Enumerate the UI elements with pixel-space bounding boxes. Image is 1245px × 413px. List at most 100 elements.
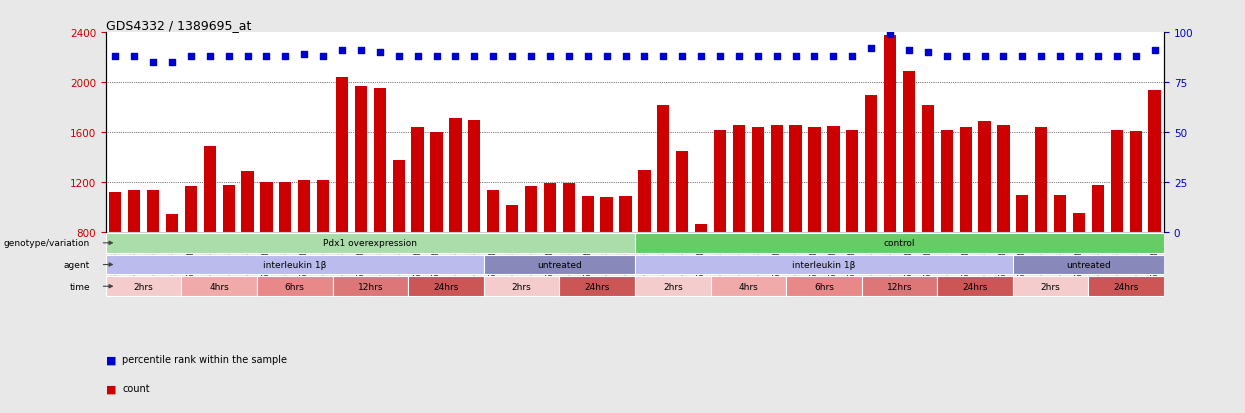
Bar: [1055, 195, 1066, 332]
Bar: [336, 78, 349, 332]
Text: GDS4332 / 1389695_at: GDS4332 / 1389695_at: [106, 19, 251, 32]
Point: [899, 47, 919, 54]
Bar: [808, 128, 820, 332]
Bar: [1013, 277, 1088, 296]
Bar: [635, 233, 1164, 253]
Bar: [865, 95, 878, 332]
Text: 24hrs: 24hrs: [1113, 282, 1139, 291]
Point: [710, 54, 730, 60]
Point: [956, 54, 976, 60]
Point: [464, 54, 484, 60]
Bar: [711, 277, 786, 296]
Bar: [317, 180, 329, 332]
Bar: [600, 197, 613, 332]
Text: 24hrs: 24hrs: [962, 282, 987, 291]
Bar: [544, 184, 557, 332]
Text: ■: ■: [106, 383, 116, 393]
Bar: [847, 130, 858, 332]
Point: [654, 54, 674, 60]
Bar: [563, 184, 575, 332]
Bar: [1148, 90, 1160, 332]
Point: [1088, 54, 1108, 60]
Bar: [921, 105, 934, 332]
Bar: [733, 125, 745, 332]
Text: percentile rank within the sample: percentile rank within the sample: [122, 354, 288, 364]
Text: 12hrs: 12hrs: [886, 282, 913, 291]
Point: [994, 54, 1013, 60]
Point: [1031, 54, 1051, 60]
Text: 12hrs: 12hrs: [357, 282, 383, 291]
Point: [294, 52, 314, 58]
Bar: [695, 225, 707, 332]
Bar: [827, 126, 839, 332]
Point: [1125, 54, 1145, 60]
Bar: [106, 255, 484, 275]
Point: [880, 32, 900, 38]
Point: [124, 54, 144, 60]
Text: genotype/variation: genotype/variation: [4, 239, 90, 248]
Bar: [260, 183, 273, 332]
Bar: [182, 277, 256, 296]
Bar: [903, 72, 915, 332]
Bar: [1092, 185, 1104, 332]
Point: [219, 54, 239, 60]
Point: [728, 54, 748, 60]
Bar: [431, 133, 443, 332]
Point: [1107, 54, 1127, 60]
Bar: [676, 152, 688, 332]
Point: [975, 54, 995, 60]
Point: [388, 54, 408, 60]
Bar: [713, 130, 726, 332]
Point: [502, 54, 522, 60]
Bar: [862, 277, 937, 296]
Bar: [752, 128, 764, 332]
Point: [370, 50, 390, 56]
Point: [691, 54, 711, 60]
Bar: [635, 277, 711, 296]
Bar: [106, 233, 635, 253]
Text: control: control: [884, 239, 915, 248]
Point: [767, 54, 787, 60]
Bar: [449, 119, 462, 332]
Text: time: time: [70, 282, 90, 291]
Bar: [505, 205, 518, 332]
Point: [1144, 47, 1164, 54]
Bar: [279, 183, 291, 332]
Text: 4hrs: 4hrs: [209, 282, 229, 291]
Point: [578, 54, 598, 60]
Bar: [960, 128, 972, 332]
Bar: [581, 196, 594, 332]
Point: [238, 54, 258, 60]
Point: [256, 54, 276, 60]
Bar: [392, 160, 405, 332]
Point: [936, 54, 956, 60]
Point: [427, 54, 447, 60]
Bar: [789, 125, 802, 332]
Bar: [771, 125, 783, 332]
Point: [351, 47, 371, 54]
Bar: [937, 277, 1013, 296]
Text: 2hrs: 2hrs: [1041, 282, 1061, 291]
Point: [843, 54, 863, 60]
Bar: [941, 130, 952, 332]
Text: agent: agent: [63, 261, 90, 269]
Bar: [484, 277, 559, 296]
Text: 4hrs: 4hrs: [738, 282, 758, 291]
Point: [199, 54, 219, 60]
Bar: [166, 215, 178, 332]
Point: [559, 54, 579, 60]
Text: 6hrs: 6hrs: [814, 282, 834, 291]
Point: [407, 54, 427, 60]
Bar: [484, 255, 635, 275]
Bar: [374, 89, 386, 332]
Point: [162, 59, 182, 66]
Bar: [1016, 195, 1028, 332]
Point: [332, 47, 352, 54]
Bar: [1013, 255, 1164, 275]
Point: [181, 54, 200, 60]
Point: [918, 50, 937, 56]
Text: 2hrs: 2hrs: [512, 282, 532, 291]
Text: interleukin 1β: interleukin 1β: [792, 261, 855, 269]
Bar: [332, 277, 408, 296]
Text: untreated: untreated: [1066, 261, 1111, 269]
